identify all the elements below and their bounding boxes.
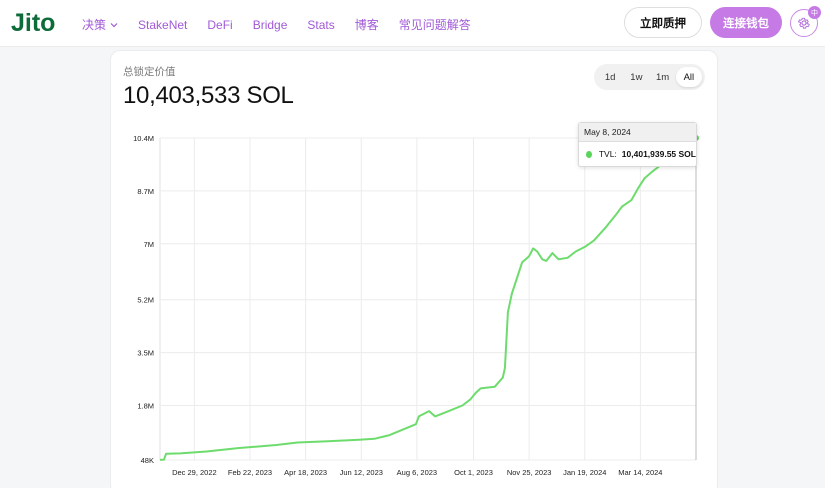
nav-item-label: DeFi [207,17,233,32]
range-button-1w[interactable]: 1w [630,71,643,83]
y-tick-label: 1.8M [137,402,154,411]
chevron-down-icon [110,22,118,27]
x-tick-label: Aug 6, 2023 [397,468,437,477]
y-tick-label: 3.5M [137,349,154,358]
nav-item-decision[interactable]: 决策 [82,16,118,33]
jito-logo[interactable]: Jito [11,9,63,37]
nav-item-blog[interactable]: 博客 [355,16,379,33]
stake-now-button[interactable]: 立即质押 [624,7,702,38]
nav-item-faq[interactable]: 常见问题解答 [399,16,471,33]
nav-item-label: 决策 [82,18,107,32]
x-tick-label: Jan 19, 2024 [563,468,606,477]
tvl-label: 总锁定价值 [123,66,176,78]
tooltip-date: May 8, 2024 [579,123,696,142]
y-tick-label: 10.4M [133,134,154,143]
y-tick-label: 8.7M [137,187,154,196]
nav-item-defi[interactable]: DeFi [207,18,232,32]
nav-item-label: Bridge [252,17,288,32]
nav-item-stakenet[interactable]: StakeNet [138,18,187,32]
nav-item-label: 常见问题解答 [398,18,471,32]
main-nav: 决策 StakeNet DeFi Bridge Stats 博客 常见问题解答 [82,16,491,33]
gear-icon [798,17,810,29]
range-button-1d[interactable]: 1d [604,71,616,83]
x-tick-label: Mar 14, 2024 [618,468,662,477]
nav-item-label: Stats [307,17,335,32]
x-tick-label: Nov 25, 2023 [507,468,552,477]
y-tick-label: 5.2M [137,296,154,305]
nav-item-bridge[interactable]: Bridge [253,18,288,32]
language-badge[interactable]: 中 [808,6,821,19]
top-header: Jito 决策 StakeNet DeFi Bridge Stats 博客 常见… [0,0,825,47]
x-tick-label: Apr 18, 2023 [284,468,327,477]
x-tick-label: Jun 12, 2023 [340,468,383,477]
tvl-chart[interactable]: 48K 1.8M 3.5M 5.2M 7M 8.7M 10.4M Dec 29, 2022 F… [110,118,710,488]
tvl-series-line [159,137,697,461]
nav-item-stats[interactable]: Stats [307,18,334,32]
time-range-selector: 1d 1w 1m All [594,64,705,90]
y-tick-label: 7M [144,240,154,249]
series-color-dot [586,150,592,158]
chart-tooltip: May 8, 2024 TVL: 10,401,939.55 SOL [578,122,697,167]
range-button-all[interactable]: All [675,67,702,87]
y-tick-label: 48K [141,456,154,465]
svg-text:Jito: Jito [11,9,55,37]
tvl-value: 10,403,533 SOL [123,82,294,109]
tooltip-series-label: TVL: [598,149,617,159]
nav-item-label: StakeNet [138,17,188,32]
x-tick-label: Dec 29, 2022 [172,468,217,477]
tooltip-value: 10,401,939.55 SOL [621,149,696,159]
range-button-1m[interactable]: 1m [656,71,670,83]
nav-item-label: 博客 [354,18,379,32]
tooltip-row: TVL: 10,401,939.55 SOL [579,142,696,159]
x-tick-label: Oct 1, 2023 [454,468,493,477]
connect-wallet-button[interactable]: 连接钱包 [710,7,782,38]
x-tick-label: Feb 22, 2023 [228,468,272,477]
